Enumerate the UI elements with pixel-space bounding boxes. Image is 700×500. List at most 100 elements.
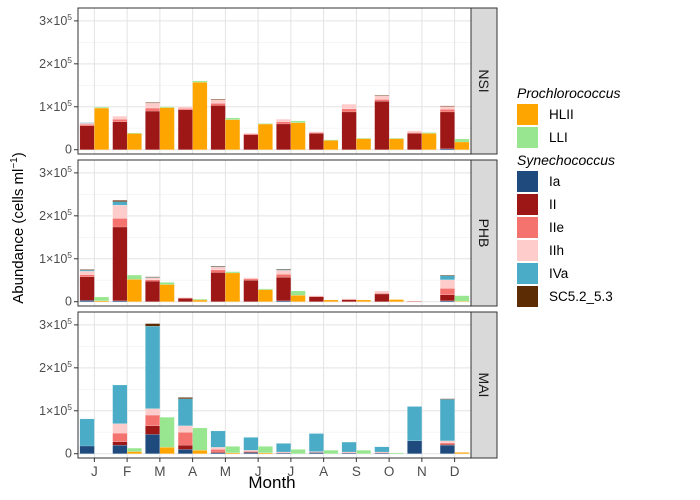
bar-segment-synechococcus-iih (243, 277, 259, 280)
bar-segment-prochlorococcus-hlii (126, 451, 142, 454)
bar-segment-synechococcus-iva (341, 441, 357, 453)
y-axis-title-exponent: −1 (9, 157, 20, 169)
x-tick-label: O (384, 464, 395, 479)
bar-segment-synechococcus-ia (439, 444, 455, 454)
bar-segment-synechococcus-iva (79, 122, 95, 124)
bar-segment-synechococcus-ii (439, 294, 455, 301)
bar-segment-synechococcus-ii (177, 109, 193, 150)
bar-segment-synechococcus-iva (439, 275, 455, 280)
bar-segment-synechococcus-ia (407, 440, 423, 454)
bar-segment-prochlorococcus-lli (388, 452, 404, 454)
legend-swatch (517, 171, 538, 192)
bar-segment-synechococcus-iie (374, 99, 390, 102)
bar-segment-synechococcus-iva (308, 433, 324, 452)
bar-segment-synechococcus-iie (145, 107, 161, 112)
bar-segment-synechococcus-iih (112, 423, 128, 434)
panel-mai: 0 1×105 2×105 3×105 MAI J F M A M J J A S O N D (39, 311, 498, 479)
bar-segment-prochlorococcus-lli (225, 117, 241, 120)
facet-strip (470, 311, 498, 459)
bar-segment-prochlorococcus-lli (94, 107, 110, 109)
bar-segment-synechococcus-iva (407, 406, 423, 441)
legend-item: Ia (517, 171, 561, 192)
x-tick-label: N (417, 464, 427, 479)
y-tick-label: 3×105 (39, 316, 72, 332)
bar-segment-synechococcus-iih (276, 270, 292, 275)
bar-segment-prochlorococcus-hlii (454, 141, 470, 150)
bar-segment-synechococcus-ii (177, 444, 193, 450)
bar-segment-synechococcus-iva (439, 399, 455, 441)
legend-label: Ia (549, 174, 561, 189)
x-tick-label: M (154, 464, 165, 479)
bar-segment-synechococcus-iih (439, 106, 455, 110)
bar-segment-synechococcus-ia (177, 449, 193, 454)
legend-item: IVa (517, 263, 569, 284)
bar-segment-synechococcus-iih (243, 132, 259, 134)
bar-segment-prochlorococcus-lli (421, 132, 437, 134)
bar-segment-synechococcus-iie (145, 279, 161, 282)
bar-segment-synechococcus-iih (374, 290, 390, 294)
bar-segment-synechococcus-iih (112, 204, 128, 219)
bar-segment-synechococcus-iie (112, 432, 128, 442)
legend-group-title: Prochlorococcus (517, 85, 621, 101)
bar-segment-synechococcus-iih (210, 266, 226, 271)
y-tick-label: 3×105 (39, 12, 72, 28)
panels: 0 1×105 2×105 3×105 NSI 0 1×105 2×105 3×105 PHB 0 1… (39, 7, 498, 479)
legend-label: IIe (549, 220, 564, 235)
bar-segment-synechococcus-iih (145, 408, 161, 416)
legend: Prochlorococcus HLII LLI Synechococcus Ia II I… (517, 85, 621, 307)
bar-segment-synechococcus-iva (79, 418, 95, 447)
y-tick-label: 1×105 (39, 98, 72, 114)
facet-label-phb: PHB (476, 219, 492, 248)
bar-segment-prochlorococcus-lli (94, 296, 110, 301)
bar-segment-prochlorococcus-lli (159, 417, 175, 448)
bar-segment-synechococcus-ia (112, 444, 128, 454)
bar-segment-synechococcus-ii (308, 133, 324, 150)
bar-segment-synechococcus-iih (308, 295, 324, 297)
bar-segment-prochlorococcus-lli (159, 282, 175, 285)
y-tick-label: 0 (65, 295, 72, 309)
bar-segment-prochlorococcus-hlii (257, 289, 273, 302)
bar-segment-synechococcus-ii (145, 110, 161, 150)
bar-segment-prochlorococcus-lli (192, 427, 208, 451)
bar-segment-synechococcus-ii (276, 277, 292, 301)
bar-segment-prochlorococcus-lli (290, 449, 306, 454)
bar-segment-synechococcus-sc5-2_5-3 (177, 397, 193, 399)
bar-segment-synechococcus-ii (79, 276, 95, 301)
legend-item: HLII (517, 104, 574, 125)
legend-group-title: Synechococcus (517, 152, 615, 168)
bar-segment-synechococcus-ii (79, 125, 95, 150)
facet-label-mai: MAI (476, 373, 492, 398)
x-tick-label: D (450, 464, 460, 479)
bar-segment-prochlorococcus-hlii (192, 450, 208, 454)
bar-segment-synechococcus-iih (145, 277, 161, 280)
bar-segment-synechococcus-sc5-2_5-3 (145, 276, 161, 278)
bar-segment-prochlorococcus-lli (454, 138, 470, 143)
legend-item: IIh (517, 240, 564, 261)
bar-segment-prochlorococcus-lli (192, 80, 208, 83)
bar-segment-prochlorococcus-hlii (159, 107, 175, 150)
bar-segment-synechococcus-ii (145, 425, 161, 435)
bar-segment-synechococcus-iva (112, 384, 128, 424)
y-axis-title-close: ) (10, 152, 27, 157)
bar-segment-synechococcus-iie (276, 121, 292, 125)
panel-phb: 0 1×105 2×105 3×105 PHB (39, 159, 498, 309)
bar-segment-synechococcus-ii (112, 226, 128, 301)
bar-segment-synechococcus-iih (79, 271, 95, 275)
bar-segment-prochlorococcus-hlii (257, 123, 273, 150)
axes: Month Abundance (cells ml−1) (9, 152, 296, 492)
bar-segment-prochlorococcus-lli (126, 132, 142, 134)
bar-segment-prochlorococcus-hlii (454, 452, 470, 454)
bar-segment-synechococcus-ii (276, 123, 292, 150)
x-tick-label: F (123, 464, 131, 479)
legend-label: HLII (549, 107, 574, 122)
bar-segment-synechococcus-iie (276, 274, 292, 278)
facet-label-nsi: NSI (476, 69, 492, 92)
bar-segment-synechococcus-iie (112, 119, 128, 122)
bar-segment-prochlorococcus-lli (290, 120, 306, 123)
bar-segment-synechococcus-iie (210, 103, 226, 106)
bar-segment-prochlorococcus-hlii (225, 272, 241, 302)
bar-segment-synechococcus-iih (145, 102, 161, 109)
legend-swatch (517, 286, 538, 307)
bar-segment-synechococcus-iih (439, 279, 455, 289)
